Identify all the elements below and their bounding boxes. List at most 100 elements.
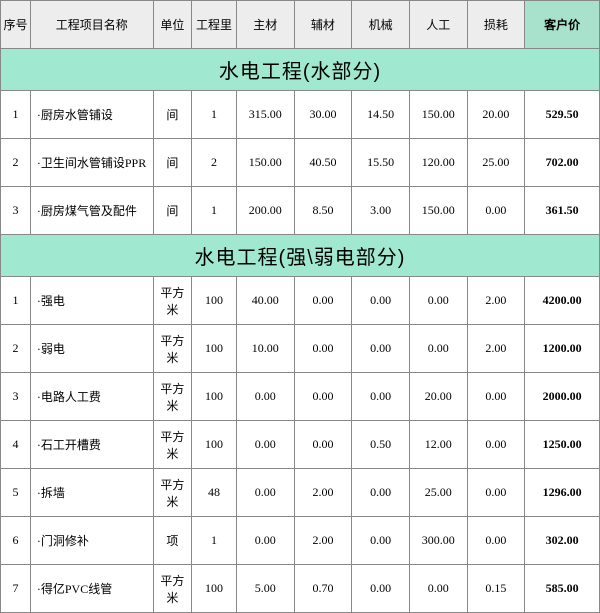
cell-aux: 2.00: [294, 517, 352, 565]
table-row: 3·电路人工费平方米1000.000.000.0020.000.002000.0…: [1, 373, 600, 421]
cell-name: ·厨房煤气管及配件: [30, 187, 153, 235]
table-row: 7·得亿PVC线管平方米1005.000.700.000.000.15585.0…: [1, 565, 600, 613]
cell-unit: 平方米: [153, 277, 191, 325]
table-row: 5·拆墙平方米480.002.000.0025.000.001296.00: [1, 469, 600, 517]
cell-idx: 3: [1, 373, 31, 421]
cell-loss: 2.00: [467, 325, 525, 373]
cell-unit: 间: [153, 139, 191, 187]
cell-price: 1200.00: [525, 325, 600, 373]
cell-mach: 0.00: [352, 565, 410, 613]
cell-mach: 0.00: [352, 373, 410, 421]
table-header-row: 序号 工程项目名称 单位 工程里 主材 辅材 机械 人工 损耗 客户价: [1, 1, 600, 49]
cell-loss: 25.00: [467, 139, 525, 187]
cell-qty: 100: [192, 373, 237, 421]
col-header-labor: 人工: [409, 1, 467, 49]
cell-loss: 0.00: [467, 187, 525, 235]
cell-main: 0.00: [236, 421, 294, 469]
table-row: 1·强电平方米10040.000.000.000.002.004200.00: [1, 277, 600, 325]
cell-labor: 120.00: [409, 139, 467, 187]
cell-idx: 4: [1, 421, 31, 469]
cell-qty: 48: [192, 469, 237, 517]
cell-unit: 平方米: [153, 421, 191, 469]
cell-main: 10.00: [236, 325, 294, 373]
cell-labor: 25.00: [409, 469, 467, 517]
col-header-aux: 辅材: [294, 1, 352, 49]
cell-idx: 1: [1, 277, 31, 325]
cell-idx: 6: [1, 517, 31, 565]
cell-price: 1296.00: [525, 469, 600, 517]
cell-unit: 平方米: [153, 565, 191, 613]
cell-idx: 7: [1, 565, 31, 613]
cell-unit: 平方米: [153, 469, 191, 517]
cell-labor: 20.00: [409, 373, 467, 421]
cell-aux: 0.70: [294, 565, 352, 613]
cell-idx: 2: [1, 325, 31, 373]
cell-labor: 0.00: [409, 325, 467, 373]
cell-loss: 20.00: [467, 91, 525, 139]
cell-name: ·门洞修补: [30, 517, 153, 565]
cell-main: 150.00: [236, 139, 294, 187]
cell-name: ·石工开槽费: [30, 421, 153, 469]
cell-price: 529.50: [525, 91, 600, 139]
cell-price: 585.00: [525, 565, 600, 613]
cell-aux: 0.00: [294, 277, 352, 325]
cell-price: 302.00: [525, 517, 600, 565]
cell-name: ·厨房水管铺设: [30, 91, 153, 139]
section-header: 水电工程(水部分): [1, 49, 600, 91]
col-header-mach: 机械: [352, 1, 410, 49]
cell-mach: 15.50: [352, 139, 410, 187]
cell-loss: 0.00: [467, 373, 525, 421]
cell-idx: 2: [1, 139, 31, 187]
cell-name: ·强电: [30, 277, 153, 325]
cell-main: 315.00: [236, 91, 294, 139]
cell-qty: 100: [192, 325, 237, 373]
cell-name: ·拆墙: [30, 469, 153, 517]
section-header: 水电工程(强\弱电部分): [1, 235, 600, 277]
cell-qty: 1: [192, 91, 237, 139]
cell-labor: 12.00: [409, 421, 467, 469]
cell-name: ·卫生间水管铺设PPR: [30, 139, 153, 187]
cell-qty: 100: [192, 277, 237, 325]
cell-loss: 0.00: [467, 517, 525, 565]
section-title: 水电工程(水部分): [1, 49, 600, 91]
cell-price: 702.00: [525, 139, 600, 187]
col-header-unit: 单位: [153, 1, 191, 49]
col-header-price: 客户价: [525, 1, 600, 49]
col-header-idx: 序号: [1, 1, 31, 49]
cell-qty: 2: [192, 139, 237, 187]
cell-aux: 30.00: [294, 91, 352, 139]
cell-mach: 0.00: [352, 517, 410, 565]
cell-mach: 0.00: [352, 277, 410, 325]
cell-price: 1250.00: [525, 421, 600, 469]
cell-labor: 0.00: [409, 565, 467, 613]
cell-unit: 项: [153, 517, 191, 565]
table-row: 4·石工开槽费平方米1000.000.000.5012.000.001250.0…: [1, 421, 600, 469]
cell-aux: 0.00: [294, 421, 352, 469]
table-row: 6·门洞修补项10.002.000.00300.000.00302.00: [1, 517, 600, 565]
cell-labor: 150.00: [409, 187, 467, 235]
cell-main: 200.00: [236, 187, 294, 235]
cell-main: 40.00: [236, 277, 294, 325]
cell-loss: 0.00: [467, 421, 525, 469]
cell-mach: 0.00: [352, 469, 410, 517]
cell-idx: 5: [1, 469, 31, 517]
cell-idx: 1: [1, 91, 31, 139]
table-row: 2·弱电平方米10010.000.000.000.002.001200.00: [1, 325, 600, 373]
cell-mach: 0.00: [352, 325, 410, 373]
cell-aux: 8.50: [294, 187, 352, 235]
table-row: 2·卫生间水管铺设PPR间2150.0040.5015.50120.0025.0…: [1, 139, 600, 187]
cell-loss: 0.00: [467, 469, 525, 517]
cell-labor: 0.00: [409, 277, 467, 325]
pricing-table: 序号 工程项目名称 单位 工程里 主材 辅材 机械 人工 损耗 客户价 水电工程…: [0, 0, 600, 613]
cell-aux: 0.00: [294, 373, 352, 421]
cell-unit: 间: [153, 91, 191, 139]
cell-price: 4200.00: [525, 277, 600, 325]
cell-main: 0.00: [236, 517, 294, 565]
cell-unit: 间: [153, 187, 191, 235]
cell-mach: 14.50: [352, 91, 410, 139]
cell-aux: 0.00: [294, 325, 352, 373]
col-header-main: 主材: [236, 1, 294, 49]
cell-unit: 平方米: [153, 325, 191, 373]
cell-loss: 0.15: [467, 565, 525, 613]
cell-aux: 40.50: [294, 139, 352, 187]
